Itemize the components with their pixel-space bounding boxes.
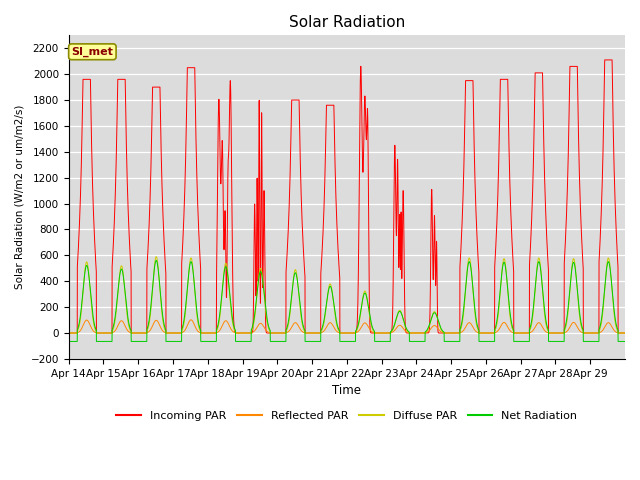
X-axis label: Time: Time [332, 384, 362, 397]
Reflected PAR [621, 330, 629, 336]
Net Radiation [180, 316, 188, 322]
Incoming PAR [180, 211, 188, 217]
Line: Diffuse PAR: Diffuse PAR [68, 257, 625, 333]
Diffuse PAR [527, 325, 534, 331]
Diffuse PAR [541, 316, 549, 322]
Diffuse PAR [65, 330, 72, 336]
Incoming PAR [621, 330, 629, 336]
Reflected PAR [500, 320, 508, 325]
Line: Reflected PAR: Reflected PAR [68, 320, 625, 333]
Title: Solar Radiation: Solar Radiation [289, 15, 405, 30]
Net Radiation [500, 260, 508, 266]
Diffuse PAR [180, 320, 188, 325]
Text: SI_met: SI_met [72, 47, 113, 57]
Reflected PAR [541, 328, 549, 334]
Net Radiation [65, 338, 72, 344]
Reflected PAR [180, 328, 188, 334]
Net Radiation [541, 312, 549, 318]
Net Radiation [621, 338, 629, 344]
Diffuse PAR [397, 310, 405, 315]
Reflected PAR [65, 330, 72, 336]
Net Radiation [397, 311, 405, 316]
Incoming PAR [601, 57, 609, 63]
Incoming PAR [541, 191, 549, 196]
Diffuse PAR [500, 256, 508, 262]
Reflected PAR [397, 323, 405, 329]
Incoming PAR [397, 217, 405, 223]
Incoming PAR [65, 330, 72, 336]
Net Radiation [527, 322, 534, 328]
Reflected PAR [368, 328, 376, 334]
Line: Incoming PAR: Incoming PAR [68, 60, 625, 333]
Line: Net Radiation: Net Radiation [68, 261, 625, 341]
Legend: Incoming PAR, Reflected PAR, Diffuse PAR, Net Radiation: Incoming PAR, Reflected PAR, Diffuse PAR… [112, 407, 582, 425]
Diffuse PAR [152, 254, 160, 260]
Diffuse PAR [621, 330, 629, 336]
Incoming PAR [527, 239, 534, 245]
Reflected PAR [187, 317, 195, 323]
Net Radiation [152, 258, 160, 264]
Incoming PAR [367, 330, 375, 336]
Reflected PAR [527, 329, 534, 335]
Net Radiation [368, 321, 376, 327]
Diffuse PAR [368, 324, 376, 329]
Y-axis label: Solar Radiation (W/m2 or um/m2/s): Solar Radiation (W/m2 or um/m2/s) [15, 105, 25, 289]
Incoming PAR [500, 76, 508, 82]
